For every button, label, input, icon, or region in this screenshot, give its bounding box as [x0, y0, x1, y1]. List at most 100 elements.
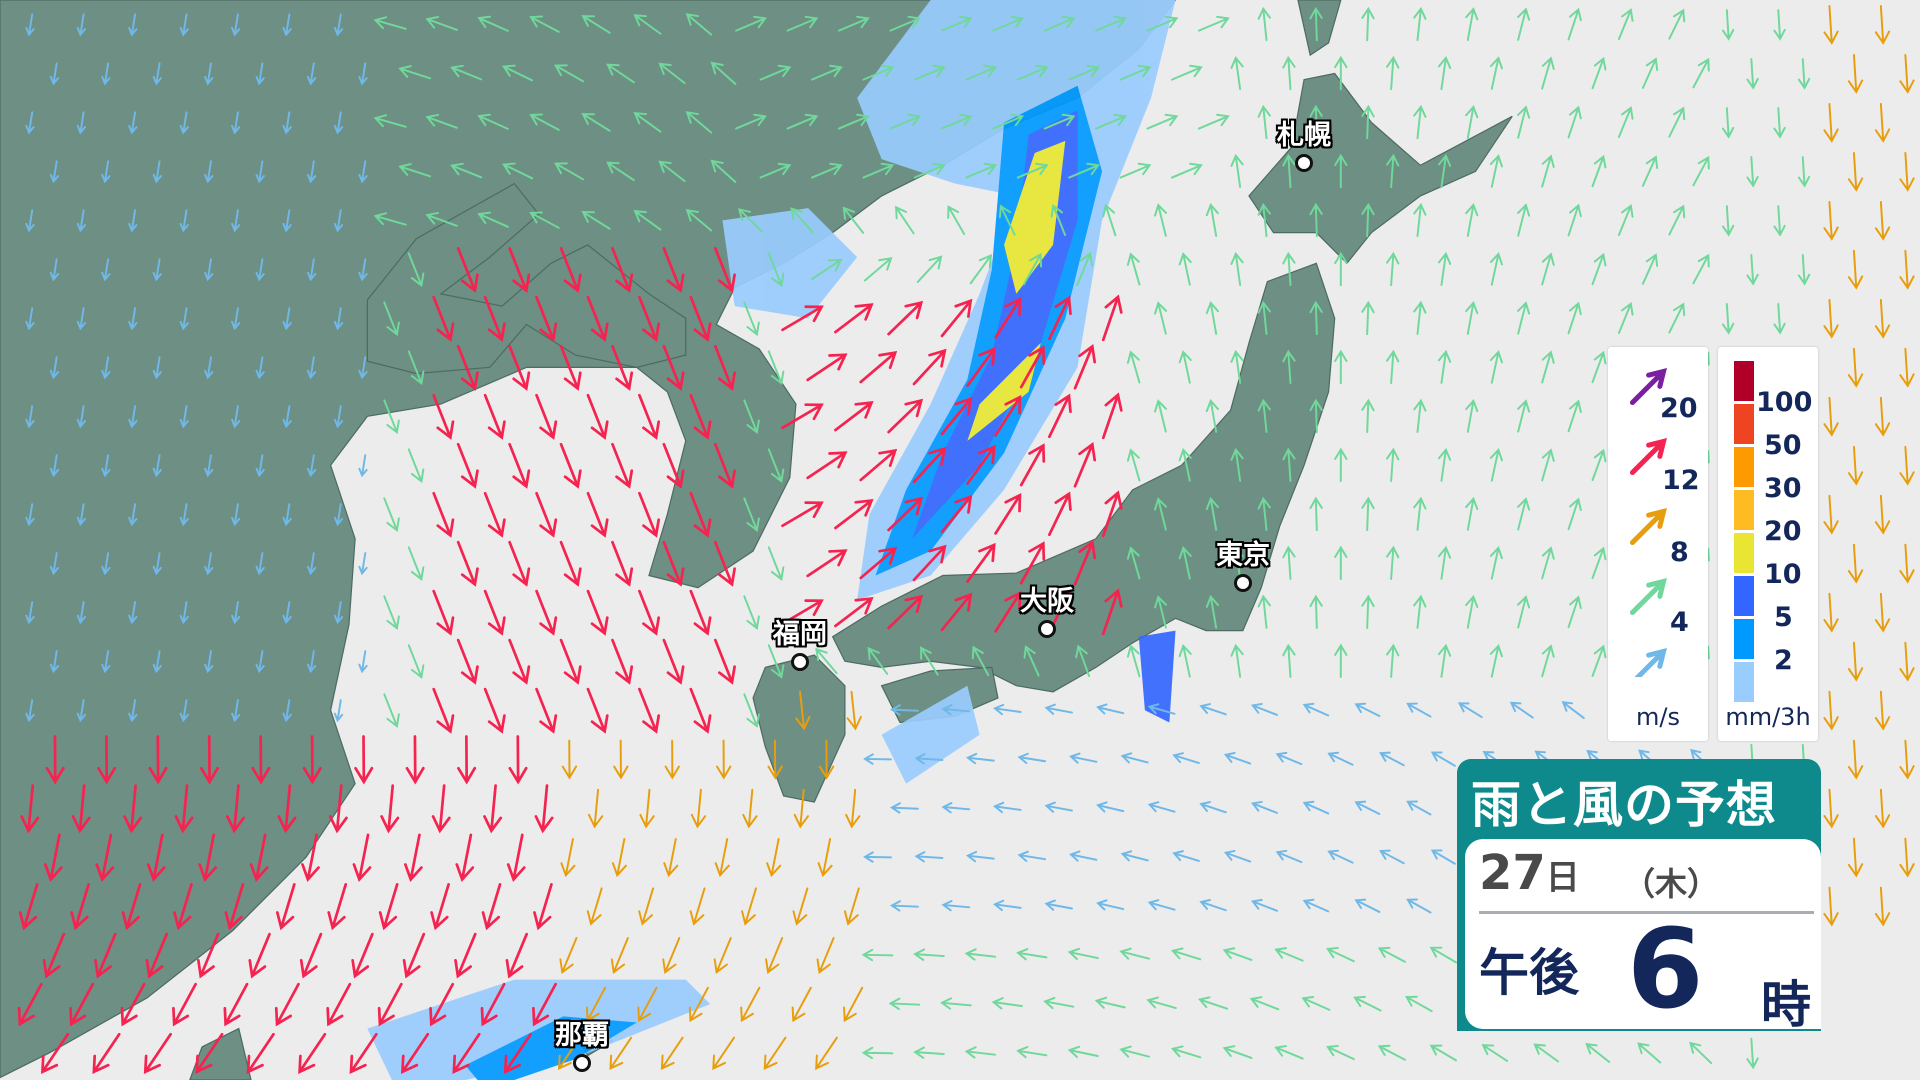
wind-arrow: [689, 393, 712, 440]
wind-arrow: [1641, 57, 1659, 89]
wind-arrow: [204, 650, 214, 674]
wind-arrow: [859, 350, 898, 384]
wind-arrow: [333, 601, 344, 625]
wind-arrow: [231, 699, 241, 723]
wind-arrow: [508, 246, 531, 293]
wind-arrow: [249, 833, 269, 882]
wind-arrow: [18, 883, 39, 931]
wind-arrow: [49, 160, 60, 184]
wind-arrow: [1282, 251, 1296, 287]
wind-arrow: [49, 258, 60, 282]
forecast-hour: 6: [1627, 905, 1704, 1033]
wind-arrow: [1222, 1045, 1253, 1059]
wind-arrow: [148, 735, 168, 785]
wind-arrow: [1899, 641, 1915, 682]
wind-arrow: [480, 982, 506, 1027]
wind-arrow: [1361, 300, 1375, 336]
wind-arrow: [1067, 1045, 1099, 1058]
wind-arrow: [1386, 251, 1400, 287]
wind-arrow: [383, 595, 400, 630]
wind-arrow: [940, 997, 972, 1010]
wind-arrow: [43, 833, 63, 882]
wind-arrow: [793, 788, 809, 829]
wind-arrow: [1692, 253, 1710, 285]
wind-arrow: [1043, 15, 1076, 32]
wind-arrow: [1119, 1045, 1151, 1058]
wind-arrow: [358, 62, 368, 86]
wind-arrow: [1629, 368, 1667, 406]
wind-arrow: [862, 64, 895, 81]
wind-arrow: [806, 451, 848, 480]
wind-arrow: [662, 937, 681, 974]
wind-arrow: [781, 599, 824, 626]
wind-arrow: [1043, 113, 1076, 130]
rain-legend-30: 30: [1764, 473, 1802, 504]
wind-arrow: [638, 687, 661, 734]
wind-arrow: [71, 784, 91, 834]
wind-arrow: [1017, 752, 1047, 764]
wind-arrow: [128, 601, 138, 625]
wind-arrow: [658, 62, 686, 85]
hour-unit: 時: [1761, 976, 1811, 1034]
wind-arrow: [914, 753, 944, 765]
wind-arrow: [1541, 448, 1555, 482]
wind-arrow: [407, 644, 425, 679]
wind-arrow: [506, 833, 526, 882]
wind-arrow: [1567, 7, 1582, 41]
wind-arrow: [994, 492, 1022, 535]
wind-arrow: [1746, 254, 1759, 286]
wind-arrow: [1823, 690, 1839, 731]
wind-arrow: [231, 111, 241, 135]
wind-arrow: [1591, 546, 1607, 580]
wind-arrow: [846, 690, 862, 731]
wind-arrow: [403, 833, 423, 882]
wind-arrow: [1567, 399, 1582, 433]
wind-arrow: [1044, 899, 1073, 911]
wind-arrow: [1147, 801, 1176, 813]
wind-arrow: [743, 301, 760, 337]
city-tokyo: 東京: [1216, 533, 1270, 592]
wind-arrow: [920, 646, 939, 676]
wind-arrow: [1874, 690, 1891, 731]
wind-arrow: [913, 948, 945, 961]
wind-arrow: [561, 739, 578, 780]
wind-arrow: [994, 297, 1022, 339]
wind-arrow: [1413, 6, 1427, 42]
wind-arrow: [255, 650, 265, 674]
wind-arrow: [20, 784, 40, 834]
rain-legend-5: 5: [1774, 602, 1793, 633]
wind-arrow: [662, 246, 685, 293]
wind-arrow: [255, 356, 265, 380]
wind-arrow: [1302, 898, 1330, 913]
wind-arrow: [225, 784, 245, 834]
wind-arrow: [806, 353, 848, 382]
wind-arrow: [1692, 155, 1710, 187]
wind-arrow: [450, 162, 483, 179]
wind-arrow: [1275, 751, 1303, 766]
wind-arrow: [298, 1032, 327, 1075]
wind-arrow: [454, 932, 477, 979]
wind-arrow: [1205, 496, 1219, 531]
wind-arrow: [1437, 447, 1452, 482]
wind-arrow: [559, 937, 578, 974]
wind-arrow: [735, 15, 767, 32]
wind-arrow: [992, 801, 1022, 814]
sakhalin: [1297, 0, 1342, 57]
rain-swatch: [1734, 662, 1754, 702]
land: [0, 0, 1513, 1080]
wind-arrow: [1223, 849, 1252, 863]
wind-arrow: [483, 491, 506, 538]
wind-arrow: [1386, 153, 1400, 189]
wind-arrow: [101, 650, 111, 674]
wind-arrow: [863, 257, 893, 282]
wind-arrow: [633, 14, 662, 35]
wind-arrow: [766, 837, 782, 878]
wind-arrow: [1095, 113, 1127, 130]
wind-arrow: [611, 246, 634, 293]
wind-arrow: [991, 997, 1023, 1010]
wind-arrow: [1073, 441, 1097, 488]
wind-arrow: [834, 498, 874, 530]
wind-arrow: [1591, 350, 1607, 384]
wind-arrow: [889, 113, 922, 130]
wind-arrow: [1899, 54, 1915, 94]
